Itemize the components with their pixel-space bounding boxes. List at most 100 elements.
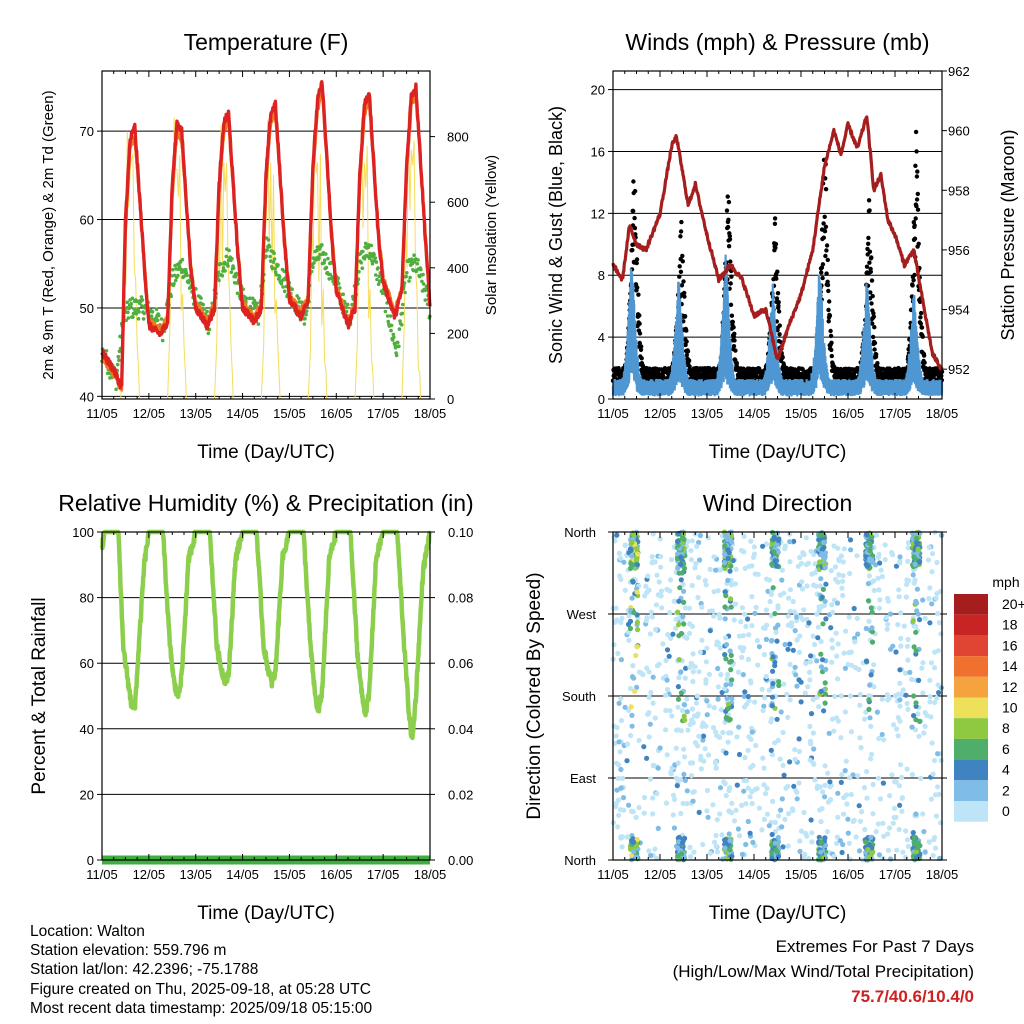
direction-point — [657, 745, 663, 751]
gust-point — [823, 187, 829, 192]
direction-point — [725, 739, 731, 745]
direction-point — [841, 650, 847, 656]
gust-point — [871, 314, 876, 319]
direction-point — [711, 589, 717, 595]
dewpoint-point — [407, 279, 411, 283]
direction-point — [905, 843, 912, 850]
direction-point — [723, 750, 729, 756]
gust-point — [919, 325, 925, 330]
direction-point — [614, 617, 620, 623]
direction-point — [810, 760, 816, 766]
direction-point — [805, 560, 812, 567]
dewpoint-point — [268, 254, 272, 259]
direction-point — [664, 686, 671, 693]
direction-point — [648, 609, 654, 615]
direction-point — [698, 766, 705, 772]
gust-point — [921, 353, 927, 358]
direction-point — [801, 809, 807, 816]
x-tick-label: 18/05 — [414, 406, 447, 421]
direction-point — [759, 686, 765, 692]
direction-point — [753, 604, 759, 611]
dewpoint-point — [187, 278, 191, 283]
direction-point — [899, 795, 905, 801]
direction-point — [889, 772, 895, 778]
direction-point — [800, 551, 807, 557]
direction-point — [734, 782, 740, 788]
direction-point — [916, 733, 922, 739]
direction-point — [922, 849, 928, 855]
direction-point — [844, 801, 850, 807]
dewpoint-point — [229, 270, 234, 275]
direction-point — [922, 615, 928, 621]
dewpoint-point — [370, 261, 375, 266]
direction-point — [644, 755, 650, 761]
direction-point — [763, 607, 770, 613]
direction-point — [697, 532, 704, 539]
gust-point — [682, 314, 688, 319]
gust-point — [732, 331, 737, 336]
direction-point — [839, 585, 845, 591]
dewpoint-point — [421, 272, 425, 277]
direction-point — [810, 633, 816, 639]
direction-point — [746, 632, 752, 638]
direction-point — [936, 620, 943, 626]
direction-point — [700, 733, 707, 739]
direction-point — [630, 809, 636, 815]
gust-point — [823, 253, 828, 259]
direction-point — [928, 660, 935, 666]
plot-frame — [101, 70, 431, 400]
direction-point — [688, 773, 695, 779]
direction-point — [895, 622, 901, 628]
dewpoint-point — [136, 317, 141, 321]
direction-point — [876, 587, 882, 593]
direction-point — [764, 576, 770, 582]
direction-point — [655, 825, 661, 832]
direction-point — [804, 833, 810, 839]
direction-point — [809, 839, 815, 845]
direction-point — [888, 856, 894, 862]
direction-point — [778, 709, 784, 715]
gust-point — [727, 237, 733, 242]
direction-point — [869, 751, 875, 757]
direction-point — [808, 817, 814, 823]
direction-point — [649, 554, 655, 560]
direction-point — [846, 650, 852, 656]
direction-point — [911, 580, 917, 586]
direction-point — [934, 559, 940, 566]
gust-point — [916, 241, 921, 246]
direction-point — [840, 578, 846, 584]
dewpoint-point — [405, 271, 409, 275]
dewpoint-point — [216, 270, 221, 275]
direction-point — [704, 698, 710, 704]
gust-point — [684, 352, 689, 358]
y-tick-label: 0 — [87, 853, 94, 868]
gust-point — [823, 224, 829, 229]
gust-point — [875, 361, 880, 366]
gust-point — [912, 223, 917, 228]
gust-point — [639, 344, 644, 349]
dewpoint-point — [159, 317, 164, 321]
gust-point — [915, 191, 920, 197]
dewpoint-point — [397, 327, 402, 331]
y-tick-label: 40 — [80, 389, 94, 404]
gust-point — [728, 259, 733, 264]
direction-point — [618, 766, 624, 773]
dewpoint-point — [205, 309, 209, 314]
direction-point — [806, 620, 812, 626]
direction-point — [780, 729, 786, 736]
gust-point — [913, 129, 919, 135]
direction-point — [645, 711, 651, 717]
direction-point — [885, 598, 892, 604]
direction-point — [864, 768, 870, 775]
direction-point — [799, 579, 805, 585]
gust-point — [918, 315, 923, 320]
direction-point — [618, 657, 625, 663]
direction-point — [842, 665, 849, 671]
direction-point — [927, 620, 933, 626]
direction-point — [619, 834, 626, 840]
x-tick-label: 11/05 — [86, 406, 118, 421]
dewpoint-point — [125, 300, 130, 305]
direction-point — [742, 689, 748, 695]
panel-title: Temperature (F) — [184, 29, 349, 55]
dewpoint-point — [392, 335, 396, 340]
